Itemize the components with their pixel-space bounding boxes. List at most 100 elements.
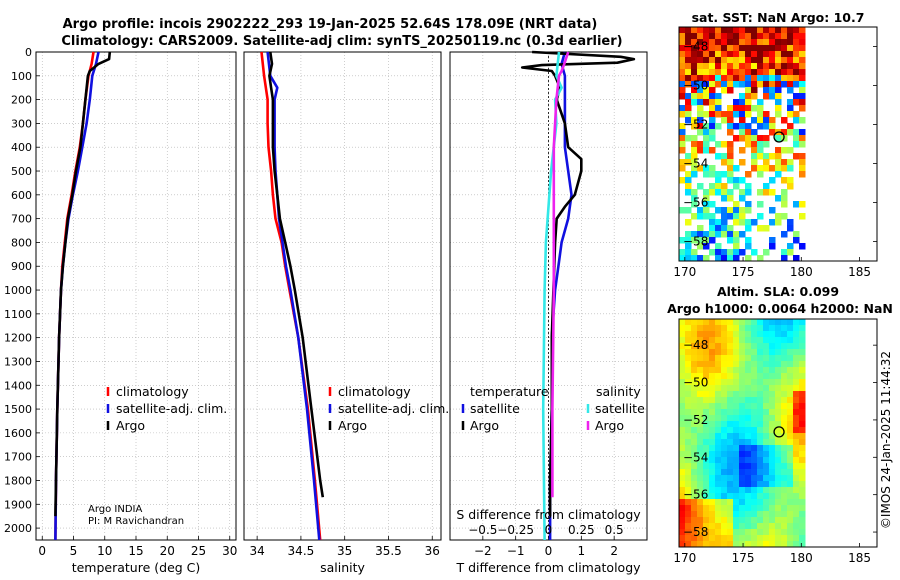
map-cell: [793, 427, 800, 434]
map-cell: [787, 529, 794, 536]
map-cell: [781, 481, 788, 488]
map-cell: [715, 457, 722, 464]
map-cell: [697, 27, 704, 34]
map-cell: [799, 421, 806, 428]
map-cell: [799, 243, 806, 250]
map-cell: [745, 201, 752, 208]
map-cell: [769, 517, 776, 524]
map-cell: [799, 33, 806, 40]
x-tick-label-top: 0.5: [605, 523, 624, 537]
map-cell: [793, 355, 800, 362]
map-cell: [703, 469, 710, 476]
map-cell: [679, 319, 686, 326]
map-cell: [727, 403, 734, 410]
series-line: [551, 51, 570, 498]
argo-info-line-1: Argo INDIA: [88, 504, 143, 515]
map-cell: [769, 51, 776, 58]
y-tick-label: 1800: [4, 474, 32, 487]
map-cell: [745, 361, 752, 368]
map-cell: [685, 39, 692, 46]
map-cell: [745, 337, 752, 344]
map-cell: [799, 349, 806, 356]
map-cell: [691, 27, 698, 34]
map-cell: [769, 535, 776, 542]
map-cell: [697, 343, 704, 350]
map-cell: [691, 385, 698, 392]
map-cell: [775, 165, 782, 172]
map-cell: [763, 69, 770, 76]
map-cell: [769, 373, 776, 380]
map-cell: [745, 529, 752, 536]
map-cell: [703, 451, 710, 458]
map-cell: [709, 63, 716, 70]
map-cell: [721, 373, 728, 380]
map-cell: [745, 385, 752, 392]
map-cell: [799, 415, 806, 422]
map-cell: [703, 69, 710, 76]
map-cell: [727, 493, 734, 500]
map-cell: [691, 39, 698, 46]
map-cell: [685, 183, 692, 190]
map-cell: [697, 451, 704, 458]
map-cell: [769, 415, 776, 422]
map-cell: [721, 225, 728, 232]
map-cell: [715, 499, 722, 506]
map-cell: [715, 511, 722, 518]
map-cell: [739, 421, 746, 428]
map-cell: [715, 123, 722, 130]
map-cell: [775, 517, 782, 524]
map-cell: [799, 535, 806, 542]
map-cell: [745, 523, 752, 530]
map-cell: [679, 135, 686, 142]
y-tick-label: 700: [11, 213, 32, 226]
map-cell: [757, 81, 764, 88]
map-cell: [709, 355, 716, 362]
map-cell: [721, 415, 728, 422]
map-cell: [727, 189, 734, 196]
map-x-tick-label: 175: [732, 265, 755, 279]
map-cell: [739, 231, 746, 238]
map-cell: [745, 415, 752, 422]
map-y-tick-label: −54: [683, 450, 708, 464]
map-cell: [727, 123, 734, 130]
map-cell: [691, 337, 698, 344]
map-cell: [745, 445, 752, 452]
map-cell: [697, 51, 704, 58]
map-cell: [799, 93, 806, 100]
map-cell: [763, 319, 770, 326]
y-tick-label: 800: [11, 236, 32, 249]
map-cell: [787, 349, 794, 356]
map-cell: [727, 177, 734, 184]
map-cell: [709, 529, 716, 536]
map-cell: [679, 325, 686, 332]
map-cell: [775, 379, 782, 386]
map-cell: [721, 349, 728, 356]
map-cell: [685, 391, 692, 398]
map-cell: [751, 457, 758, 464]
map-cell: [775, 343, 782, 350]
map-cell: [691, 69, 698, 76]
map-cell: [721, 457, 728, 464]
map-cell: [793, 39, 800, 46]
map-cell: [715, 463, 722, 470]
map-cell: [781, 535, 788, 542]
map-cell: [733, 237, 740, 244]
map-cell: [763, 439, 770, 446]
map-cell: [787, 403, 794, 410]
map-cell: [679, 159, 686, 166]
map-cell: [691, 415, 698, 422]
map-cell: [709, 511, 716, 518]
map-cell: [745, 63, 752, 70]
map-cell: [745, 349, 752, 356]
map-cell: [691, 367, 698, 374]
map-cell: [679, 111, 686, 118]
x-tick-label: 2: [610, 544, 618, 558]
map-cell: [781, 379, 788, 386]
map-cell: [799, 201, 806, 208]
x-axis-label: salinity: [320, 560, 365, 575]
map-cell: [691, 87, 698, 94]
map-cell: [763, 343, 770, 350]
map-cell: [751, 249, 758, 256]
map-cell: [691, 361, 698, 368]
map-cell: [787, 451, 794, 458]
